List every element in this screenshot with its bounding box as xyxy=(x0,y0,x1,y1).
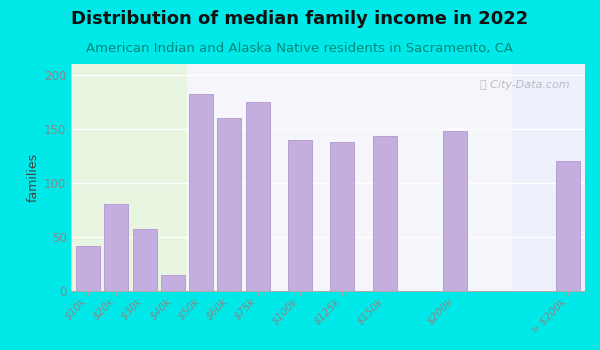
Bar xyxy=(373,136,397,291)
Y-axis label: families: families xyxy=(27,153,40,202)
Bar xyxy=(161,275,185,291)
Bar xyxy=(133,229,157,291)
Bar xyxy=(245,102,269,291)
Text: ⓘ City-Data.com: ⓘ City-Data.com xyxy=(480,80,569,90)
Text: American Indian and Alaska Native residents in Sacramento, CA: American Indian and Alaska Native reside… xyxy=(86,42,514,55)
Bar xyxy=(187,64,585,291)
Bar xyxy=(76,246,100,291)
Bar xyxy=(512,64,585,291)
Bar xyxy=(288,140,312,291)
Bar xyxy=(443,131,467,291)
Bar xyxy=(104,204,128,291)
Bar xyxy=(556,161,580,291)
Bar xyxy=(71,64,187,291)
Bar xyxy=(330,142,354,291)
Bar xyxy=(217,118,241,291)
Bar xyxy=(189,94,213,291)
Text: Distribution of median family income in 2022: Distribution of median family income in … xyxy=(71,10,529,28)
